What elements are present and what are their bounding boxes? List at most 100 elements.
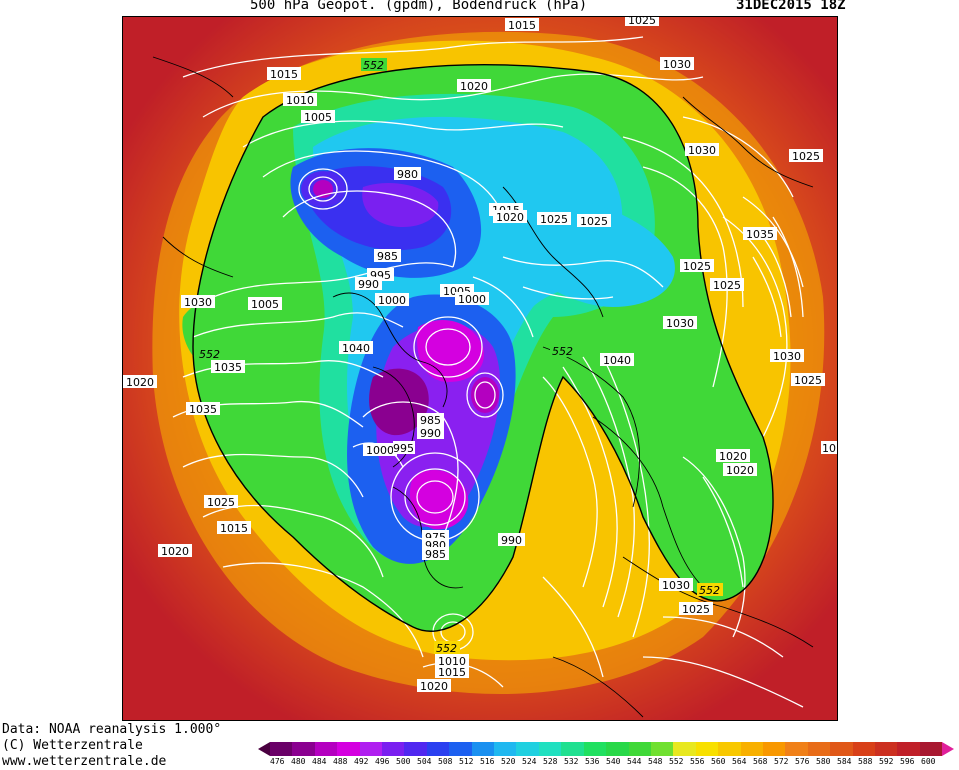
isobar-label: 1025 <box>680 259 714 273</box>
isobar-label: 1020 <box>123 375 157 389</box>
isobar-label: 1035 <box>186 402 220 416</box>
colorbar-tick-label: 504 <box>417 757 432 766</box>
svg-text:1025: 1025 <box>207 496 235 509</box>
colorbar-tick-label: 572 <box>774 757 789 766</box>
colorbar-cell <box>583 742 607 756</box>
weather-map: 1015 1025 1030 1015 1020 1010 1005 980 1… <box>122 16 838 721</box>
isobar-label: 985 <box>422 547 449 561</box>
isobar-label: 1040 <box>339 341 373 355</box>
svg-text:1030: 1030 <box>184 296 212 309</box>
isobar-label: 1030 <box>181 295 215 309</box>
svg-text:1035: 1035 <box>214 361 242 374</box>
colorbar-cell <box>337 742 360 756</box>
svg-text:985: 985 <box>420 414 441 427</box>
svg-text:1020: 1020 <box>161 545 189 558</box>
isobar-labels: 1015 1025 1030 1015 1020 1010 1005 980 1… <box>123 17 837 693</box>
isobar-label: 1025 <box>679 602 713 616</box>
svg-text:1030: 1030 <box>688 144 716 157</box>
svg-text:1015: 1015 <box>438 666 466 679</box>
svg-text:1030: 1030 <box>663 58 691 71</box>
colorbar-labels: 476 480 484 488 492 496 500 504 508 512 516 520 524 5… <box>270 757 942 766</box>
colorbar-tick-label: 568 <box>753 757 768 766</box>
color-legend: 476 480 484 488 492 496 500 504 508 512 516 520 524 5… <box>258 742 958 768</box>
isobar-label: 995 <box>393 441 415 455</box>
isobar-label: 1025 <box>791 373 825 387</box>
svg-text:1025: 1025 <box>682 603 710 616</box>
isobar-label: 1025 <box>625 17 659 27</box>
isobar-label: 1000 <box>363 443 397 457</box>
svg-text:1010: 1010 <box>438 655 466 668</box>
colorbar-cell <box>852 742 875 756</box>
colorbar-cell <box>762 742 786 756</box>
colorbar-tick-label: 508 <box>438 757 453 766</box>
isobar-label: 1030 <box>659 578 693 592</box>
colorbar-cells <box>270 742 943 756</box>
isobar-label: 990 <box>355 277 382 291</box>
colorbar-left-arrow <box>258 742 270 756</box>
isobar-label: 1030 <box>660 57 694 71</box>
svg-text:1020: 1020 <box>496 211 524 224</box>
colorbar-tick-label: 488 <box>333 757 348 766</box>
svg-text:1035: 1035 <box>189 403 217 416</box>
colorbar-tick-label: 492 <box>354 757 369 766</box>
colorbar-tick-label: 584 <box>837 757 852 766</box>
colorbar-tick-label: 544 <box>627 757 642 766</box>
colorbar-cell <box>628 742 651 756</box>
isobar-label: 1025 <box>537 212 571 226</box>
svg-text:1025: 1025 <box>794 374 822 387</box>
svg-text:1025: 1025 <box>683 260 711 273</box>
isobar-label: 1020 <box>723 463 757 477</box>
svg-text:1020: 1020 <box>726 464 754 477</box>
svg-text:1015: 1015 <box>220 522 248 535</box>
isobar-label: 1020 <box>716 449 750 463</box>
colorbar-cell <box>270 742 293 756</box>
colorbar-tick-label: 576 <box>795 757 810 766</box>
svg-text:980: 980 <box>397 168 418 181</box>
data-source-credit: Data: NOAA reanalysis 1.000° <box>2 722 222 737</box>
isobar-label: 1015 <box>217 521 251 535</box>
svg-text:1000: 1000 <box>366 444 394 457</box>
colorbar-cell <box>740 742 763 756</box>
isobar-label: 1015 <box>505 18 539 32</box>
colorbar-tick-label: 556 <box>690 757 705 766</box>
height-labels: 552 552 552 552 552 <box>197 58 723 655</box>
svg-text:1000: 1000 <box>458 293 486 306</box>
isobar-label: 985 <box>374 249 401 263</box>
magenta-core-2 <box>409 469 469 530</box>
svg-text:1025: 1025 <box>628 17 656 27</box>
height-label: 552 <box>434 641 460 655</box>
colorbar-right-arrow <box>942 742 954 756</box>
isobar-label: 1020 <box>417 679 451 693</box>
isobar-label: 1020 <box>457 79 491 93</box>
colorbar-cell <box>516 742 539 756</box>
colorbar-tick-label: 540 <box>606 757 621 766</box>
svg-text:552: 552 <box>552 345 573 358</box>
colorbar-tick-label: 520 <box>501 757 516 766</box>
isobar-label: 1035 <box>743 227 777 241</box>
isobar-label: 990 <box>498 533 525 547</box>
colorbar-cell <box>874 742 898 756</box>
svg-text:552: 552 <box>363 59 384 72</box>
isobar-label: 1030 <box>685 143 719 157</box>
svg-text:552: 552 <box>699 584 720 597</box>
colorbar-tick-label: 580 <box>816 757 831 766</box>
chart-datetime: 31DEC2015 18Z <box>736 0 846 13</box>
isobar-label: 1005 <box>301 110 335 124</box>
svg-text:1010: 1010 <box>286 94 314 107</box>
colorbar-tick-label: 560 <box>711 757 726 766</box>
isobar-label: 985 <box>417 413 444 427</box>
isobar-label: 1040 <box>600 353 634 367</box>
isobar-label: 1030 <box>770 349 804 363</box>
colorbar-cell <box>538 742 562 756</box>
svg-text:995: 995 <box>393 442 414 455</box>
colorbar-tick-label: 564 <box>732 757 747 766</box>
svg-text:1015: 1015 <box>508 19 536 32</box>
isobar-label: 1030 <box>663 316 697 330</box>
isobar-label: 1015 <box>435 665 469 679</box>
isobar-label: 1025 <box>204 495 238 509</box>
chart-title: 500 hPa Geopot. (gpdm), Bodendruck (hPa) <box>250 0 588 13</box>
isobar-label: 1000 <box>375 293 409 307</box>
colorbar-cell <box>650 742 674 756</box>
colorbar-cell <box>494 742 517 756</box>
isobar-label: 10 <box>821 441 837 455</box>
